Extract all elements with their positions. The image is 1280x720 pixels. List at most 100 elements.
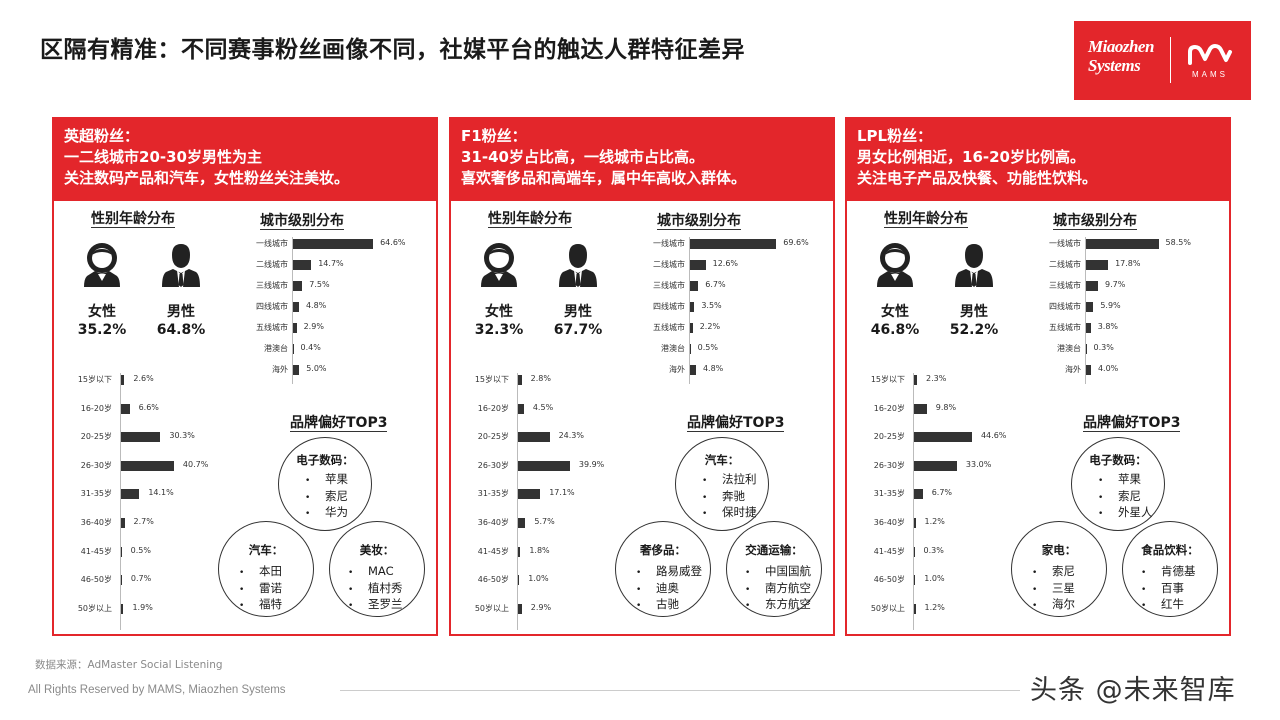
panel-header: LPL粉丝： 男女比例相近，16-20岁比例高。 关注电子产品及快餐、功能性饮料。	[847, 119, 1229, 201]
age-row: 46-50岁 1.0%	[451, 573, 831, 587]
age-bar	[121, 403, 130, 414]
header-line: 喜欢奢侈品和高端车，属中年高收入群体。	[461, 169, 747, 187]
age-row: 16-20岁 6.6%	[54, 402, 434, 416]
fan-panel: 英超粉丝： 一二线城市20-30岁男性为主 关注数码产品和汽车，女性粉丝关注美妆。性…	[52, 117, 438, 636]
age-value: 1.0%	[924, 574, 945, 584]
header-line: 男女比例相近，16-20岁比例高。	[857, 148, 1085, 166]
age-bar	[914, 403, 927, 414]
age-bar	[121, 518, 125, 528]
city-row: 三线城市 6.7%	[451, 279, 831, 293]
city-label: 五线城市	[256, 323, 288, 332]
brand-circle-top: 电子数码： 苹果索尼外星人	[1071, 437, 1165, 531]
city-bar	[1086, 365, 1091, 375]
age-row: 26-30岁 33.0%	[847, 459, 1227, 473]
age-value: 39.9%	[578, 459, 605, 469]
header-line: 关注电子产品及快餐、功能性饮料。	[857, 169, 1098, 187]
age-bar	[518, 375, 522, 385]
header-line: 一二线城市20-30岁男性为主	[64, 148, 262, 166]
header-line: 31-40岁占比高，一线城市占比高。	[461, 148, 704, 166]
age-label: 41-45岁	[477, 546, 509, 556]
brand-category: 电子数码：	[296, 453, 354, 467]
city-label: 四线城市	[256, 302, 288, 311]
brand-item: 法拉利	[702, 472, 757, 489]
age-row: 16-20岁 4.5%	[451, 402, 831, 416]
city-bar	[293, 323, 297, 333]
watermark: 头条 @未来智库	[1030, 675, 1236, 706]
header-line: F1粉丝：	[461, 127, 527, 145]
logo-divider	[1170, 37, 1171, 83]
city-label: 三线城市	[653, 281, 685, 290]
header-line: 关注数码产品和汽车，女性粉丝关注美妆。	[64, 169, 350, 187]
age-row: 50岁以上 1.2%	[847, 602, 1227, 616]
brand-list: 本田雷诺福特	[239, 564, 282, 614]
city-value: 4.8%	[305, 301, 327, 310]
age-label: 46-50岁	[80, 575, 112, 585]
age-bar	[914, 375, 917, 385]
age-row: 36-40岁 1.2%	[847, 516, 1227, 530]
age-row: 41-45岁 0.3%	[847, 545, 1227, 559]
male-label: 男性	[167, 304, 195, 320]
age-bar	[518, 432, 550, 443]
city-bar	[1086, 260, 1109, 270]
male-label: 男性	[960, 304, 988, 320]
brand-item: 路易威登	[636, 564, 702, 581]
age-bar	[121, 432, 161, 443]
age-label: 20-25岁	[477, 432, 509, 442]
age-label: 15岁以下	[870, 375, 905, 384]
city-label: 四线城市	[653, 302, 685, 311]
logo-wordmark: Miaozhen Systems	[1088, 37, 1154, 75]
brand-list: 苹果索尼华为	[305, 472, 348, 522]
brand-item: MAC	[348, 564, 403, 581]
age-bar	[518, 575, 520, 586]
age-bar	[914, 546, 915, 557]
city-level-title: 城市级别分布	[1053, 213, 1137, 230]
age-label: 46-50岁	[477, 575, 509, 585]
gender-age-title: 性别年龄分布	[884, 211, 968, 228]
brand-item: 华为	[305, 505, 348, 522]
female-icon	[479, 241, 519, 287]
city-bar	[293, 302, 299, 312]
female-label: 女性	[88, 304, 116, 320]
brand-circle-left: 汽车： 本田雷诺福特	[218, 521, 314, 617]
city-label: 三线城市	[256, 281, 288, 290]
brand-circle-top: 汽车： 法拉利奔驰保时捷	[675, 437, 769, 531]
gender-age-title: 性别年龄分布	[488, 211, 572, 228]
age-row: 16-20岁 9.8%	[847, 402, 1227, 416]
age-label: 41-45岁	[873, 546, 905, 556]
city-bar	[1086, 323, 1091, 333]
brand-item: 外星人	[1098, 505, 1153, 522]
city-label: 海外	[669, 365, 685, 374]
age-value: 2.8%	[530, 374, 551, 383]
brand-item: 奔驰	[702, 489, 757, 506]
female-icon	[875, 241, 915, 287]
city-value: 2.2%	[699, 322, 721, 331]
age-value: 2.6%	[133, 374, 154, 383]
age-axis	[517, 373, 518, 631]
age-label: 50岁以上	[77, 603, 112, 613]
city-row: 四线城市 3.5%	[451, 300, 831, 314]
brand-item: 苹果	[305, 472, 348, 489]
brand-list: 肯德基百事红牛	[1141, 564, 1196, 614]
age-value: 14.1%	[148, 488, 174, 498]
age-label: 15岁以下	[474, 375, 509, 384]
age-bar	[518, 603, 522, 614]
city-row: 港澳台 0.5%	[451, 342, 831, 356]
brand-item: 红牛	[1141, 597, 1196, 614]
age-row: 36-40岁 5.7%	[451, 516, 831, 530]
female-share: 女性 35.2%	[72, 303, 132, 339]
city-bar	[1086, 281, 1099, 291]
city-bar	[293, 344, 294, 354]
female-label: 女性	[881, 304, 909, 320]
city-value: 12.6%	[712, 259, 739, 268]
city-label: 港澳台	[661, 344, 685, 353]
brand-item: 保时捷	[702, 505, 757, 522]
age-label: 36-40岁	[873, 518, 905, 527]
age-axis	[120, 373, 121, 631]
city-label: 一线城市	[256, 239, 288, 248]
age-row: 15岁以下 2.3%	[847, 373, 1227, 387]
age-bar	[121, 460, 174, 471]
gender-age-title: 性别年龄分布	[91, 211, 175, 228]
age-label: 16-20岁	[873, 403, 905, 413]
brand-pref-title: 品牌偏好TOP3	[687, 415, 785, 432]
brand-category: 家电：	[1041, 543, 1077, 557]
